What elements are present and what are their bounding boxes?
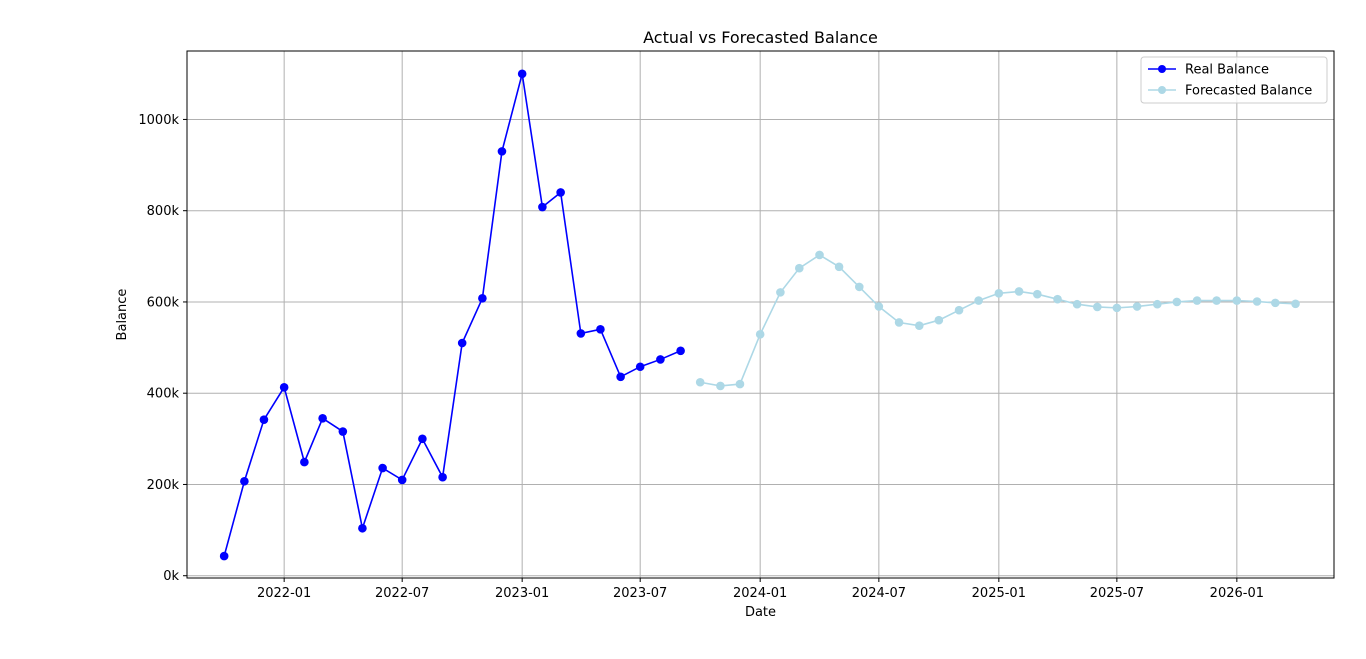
- data-point-forecasted-balance: [874, 302, 884, 311]
- x-tick-label: 2022-01: [257, 586, 311, 601]
- data-point-forecasted-balance: [776, 288, 785, 297]
- data-point-forecasted-balance: [794, 263, 804, 273]
- data-point-forecasted-balance: [695, 377, 705, 387]
- grid-lines: [187, 51, 1334, 578]
- data-point-forecasted-balance: [1033, 289, 1042, 299]
- data-point-real-balance: [538, 202, 547, 212]
- data-point-forecasted-balance: [894, 318, 904, 327]
- y-tick-label: 800k: [147, 204, 180, 219]
- data-point-real-balance: [279, 382, 289, 392]
- chart-title: Actual vs Forecasted Balance: [643, 28, 878, 47]
- y-tick-label: 600k: [147, 295, 180, 310]
- y-tick-label: 200k: [147, 478, 180, 493]
- data-point-real-balance: [576, 329, 586, 338]
- data-point-real-balance: [418, 434, 427, 444]
- series-line-real-balance: [223, 73, 681, 557]
- data-point-real-balance: [259, 415, 269, 424]
- data-point-real-balance: [219, 551, 229, 561]
- data-point-real-balance: [635, 362, 645, 372]
- data-point-forecasted-balance: [974, 296, 983, 305]
- data-point-forecasted-balance: [1252, 297, 1262, 306]
- data-point-forecasted-balance: [1053, 294, 1062, 304]
- data-point-forecasted-balance: [1132, 302, 1142, 311]
- data-point-real-balance: [378, 463, 387, 473]
- x-tick-label: 2024-07: [852, 586, 906, 601]
- data-point-forecasted-balance: [1291, 299, 1300, 309]
- data-point-forecasted-balance: [854, 282, 864, 292]
- data-point-forecasted-balance: [815, 250, 824, 260]
- data-point-real-balance: [478, 294, 487, 303]
- x-tick-label: 2026-01: [1210, 586, 1264, 601]
- series-lines: [219, 69, 1300, 561]
- data-point-forecasted-balance: [954, 305, 964, 315]
- data-point-real-balance: [517, 69, 527, 79]
- data-point-real-balance: [300, 457, 309, 467]
- legend-label-forecasted-balance: Forecasted Balance: [1185, 84, 1312, 99]
- data-point-forecasted-balance: [994, 288, 1004, 298]
- data-point-forecasted-balance: [1271, 298, 1280, 308]
- data-point-real-balance: [397, 475, 407, 485]
- legend-label-real-balance: Real Balance: [1185, 63, 1269, 78]
- x-tick-label: 2023-07: [613, 586, 667, 601]
- y-tick-label: 1000k: [138, 113, 179, 128]
- legend-marker-forecasted-balance: [1158, 86, 1166, 94]
- data-point-real-balance: [676, 346, 685, 356]
- data-point-real-balance: [556, 188, 565, 197]
- legend-box: [1140, 56, 1328, 104]
- legend: Real Balance Forecasted Balance: [1140, 56, 1328, 104]
- data-point-forecasted-balance: [735, 379, 745, 389]
- data-point-real-balance: [616, 372, 625, 382]
- data-point-forecasted-balance: [1212, 296, 1221, 305]
- data-point-forecasted-balance: [1072, 299, 1082, 309]
- data-point-real-balance: [358, 523, 367, 533]
- data-point-forecasted-balance: [1152, 299, 1162, 309]
- data-point-real-balance: [497, 147, 507, 156]
- y-axis-title: Balance: [115, 289, 130, 341]
- data-point-forecasted-balance: [1172, 297, 1182, 307]
- data-point-forecasted-balance: [1014, 287, 1024, 296]
- data-point-real-balance: [338, 427, 348, 436]
- x-tick-label: 2025-07: [1090, 586, 1144, 601]
- data-point-real-balance: [457, 338, 467, 348]
- x-axis-title: Date: [745, 605, 776, 620]
- data-point-real-balance: [656, 355, 665, 364]
- y-tick-label: 0k: [163, 569, 179, 584]
- x-tick-label: 2023-01: [495, 586, 549, 601]
- data-point-forecasted-balance: [1112, 303, 1122, 313]
- x-tick-label: 2024-01: [733, 586, 787, 601]
- legend-marker-real-balance: [1158, 65, 1166, 73]
- data-point-real-balance: [240, 476, 249, 486]
- data-point-forecasted-balance: [834, 262, 844, 272]
- data-point-forecasted-balance: [1092, 302, 1102, 312]
- data-point-forecasted-balance: [1232, 296, 1242, 305]
- axis-ticks: 2022-01 2022-07 2023-01 2023-07 2024-01 2024-…: [138, 113, 1264, 601]
- data-point-real-balance: [438, 472, 447, 482]
- data-point-forecasted-balance: [716, 381, 725, 391]
- data-point-forecasted-balance: [914, 321, 924, 330]
- data-point-forecasted-balance: [1192, 296, 1202, 305]
- data-point-forecasted-balance: [934, 315, 944, 325]
- x-tick-label: 2022-07: [375, 586, 429, 601]
- data-point-forecasted-balance: [755, 330, 765, 339]
- x-tick-label: 2025-01: [972, 586, 1026, 601]
- y-tick-label: 400k: [147, 387, 180, 402]
- data-point-real-balance: [596, 325, 605, 334]
- data-point-real-balance: [318, 414, 327, 423]
